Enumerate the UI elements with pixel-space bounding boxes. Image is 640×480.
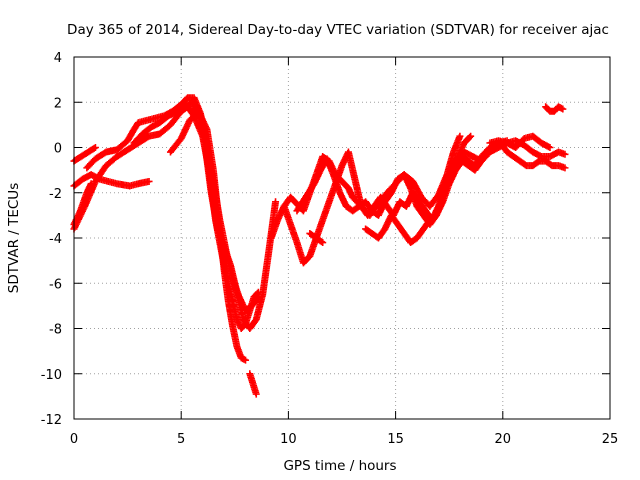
series-arc-15 [486,132,554,151]
x-tick-label: 0 [70,432,78,447]
data-point [91,144,99,151]
y-tick-label: -6 [49,277,62,292]
y-tick-label: -12 [41,413,62,428]
data-point [90,144,98,152]
x-tick-label: 10 [280,432,297,447]
plot-frame [73,56,611,420]
data-point [456,132,464,140]
data-point [561,164,569,172]
y-tick-label: -10 [41,368,62,383]
chart-title: Day 365 of 2014, Sidereal Day-to-day VTE… [67,22,609,38]
y-axis-label: SDTVAR / TECUs [6,183,22,293]
data-point [272,198,280,206]
x-tick-label: 5 [177,432,185,447]
y-tick-label: -4 [49,232,62,247]
x-tick-label: 15 [387,432,404,447]
data-point [145,177,153,185]
series-arc-7 [166,107,250,364]
series-arc-2 [70,144,99,165]
y-tick-label: 2 [54,96,62,111]
series-arc-1 [70,171,153,190]
x-tick-label: 25 [602,432,619,447]
x-tick-label: 20 [495,432,512,447]
data-point [252,390,260,398]
data-point [559,105,567,113]
y-tick-label: -2 [49,187,62,202]
data-point [466,133,474,141]
data-point [319,239,327,247]
data-point [546,144,554,151]
series-arc-16 [542,103,567,115]
y-tick-label: 4 [54,51,62,66]
data-point [561,150,569,158]
data-point [242,356,250,364]
data-point [467,132,475,140]
y-tick-label: 0 [54,142,62,157]
series-arc-8 [246,370,260,398]
axis-layer: -12 -10 -8 -6 -4 -2 0 2 4 0 5 10 15 20 25 [41,51,619,447]
x-axis-label: GPS time / hours [283,458,396,474]
series-arc-12 [306,229,327,247]
data-point [317,238,325,246]
y-tick-label: -8 [49,323,62,338]
series-arc-14 [434,137,569,201]
marker-layer [70,94,569,398]
